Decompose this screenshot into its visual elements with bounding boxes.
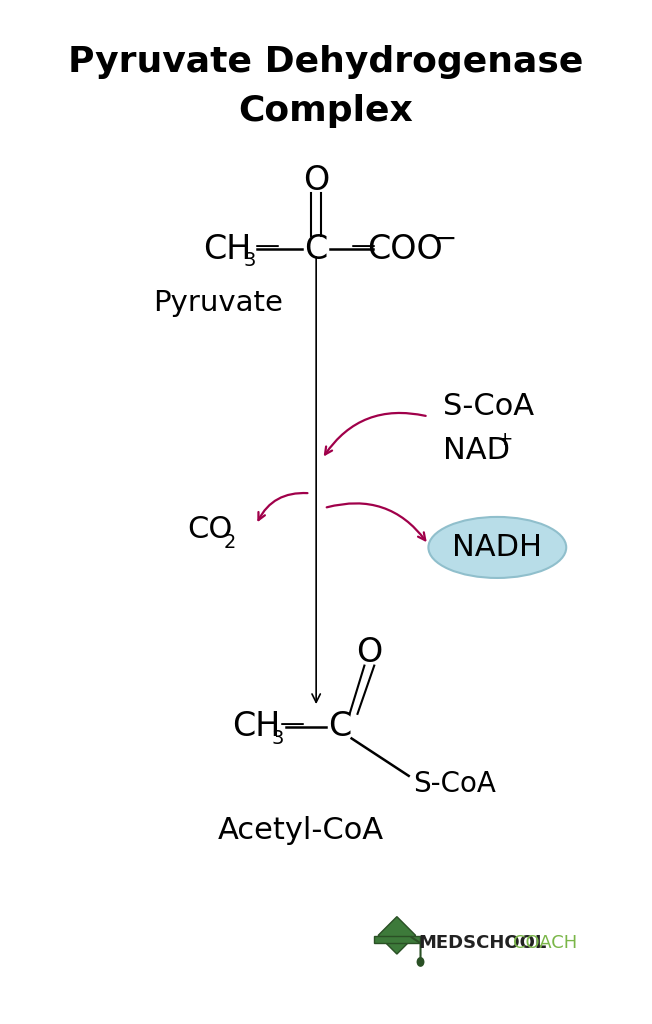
- Text: O: O: [356, 636, 383, 670]
- Text: NADH: NADH: [452, 532, 542, 562]
- Text: —: —: [280, 712, 305, 735]
- Text: —: —: [254, 234, 280, 258]
- Text: —: —: [351, 234, 376, 258]
- Text: Pyruvate Dehydrogenase: Pyruvate Dehydrogenase: [68, 45, 584, 79]
- Text: +: +: [497, 430, 514, 449]
- Text: O: O: [303, 164, 329, 197]
- Text: 2: 2: [224, 534, 236, 552]
- Polygon shape: [374, 936, 419, 943]
- Text: COO: COO: [367, 232, 443, 265]
- Text: COACH: COACH: [513, 934, 577, 952]
- Text: S-CoA: S-CoA: [443, 392, 534, 421]
- Text: C: C: [328, 710, 351, 743]
- FancyArrowPatch shape: [258, 493, 308, 520]
- Text: MEDSCHOOL: MEDSCHOOL: [419, 934, 547, 952]
- FancyArrowPatch shape: [327, 504, 425, 541]
- Text: 3: 3: [272, 729, 284, 748]
- Text: −: −: [434, 225, 458, 253]
- Text: C: C: [304, 232, 328, 265]
- Text: Acetyl-CoA: Acetyl-CoA: [217, 815, 383, 845]
- Text: CH: CH: [232, 710, 280, 743]
- FancyArrowPatch shape: [325, 413, 426, 455]
- Text: Complex: Complex: [239, 94, 413, 128]
- Polygon shape: [378, 916, 415, 954]
- Text: NAD: NAD: [443, 436, 510, 466]
- Text: CO: CO: [187, 515, 233, 544]
- Ellipse shape: [428, 517, 566, 578]
- Text: 3: 3: [243, 252, 256, 270]
- Text: S-CoA: S-CoA: [413, 770, 497, 798]
- Text: Pyruvate: Pyruvate: [153, 289, 282, 317]
- Ellipse shape: [417, 957, 424, 967]
- Text: CH: CH: [203, 232, 252, 265]
